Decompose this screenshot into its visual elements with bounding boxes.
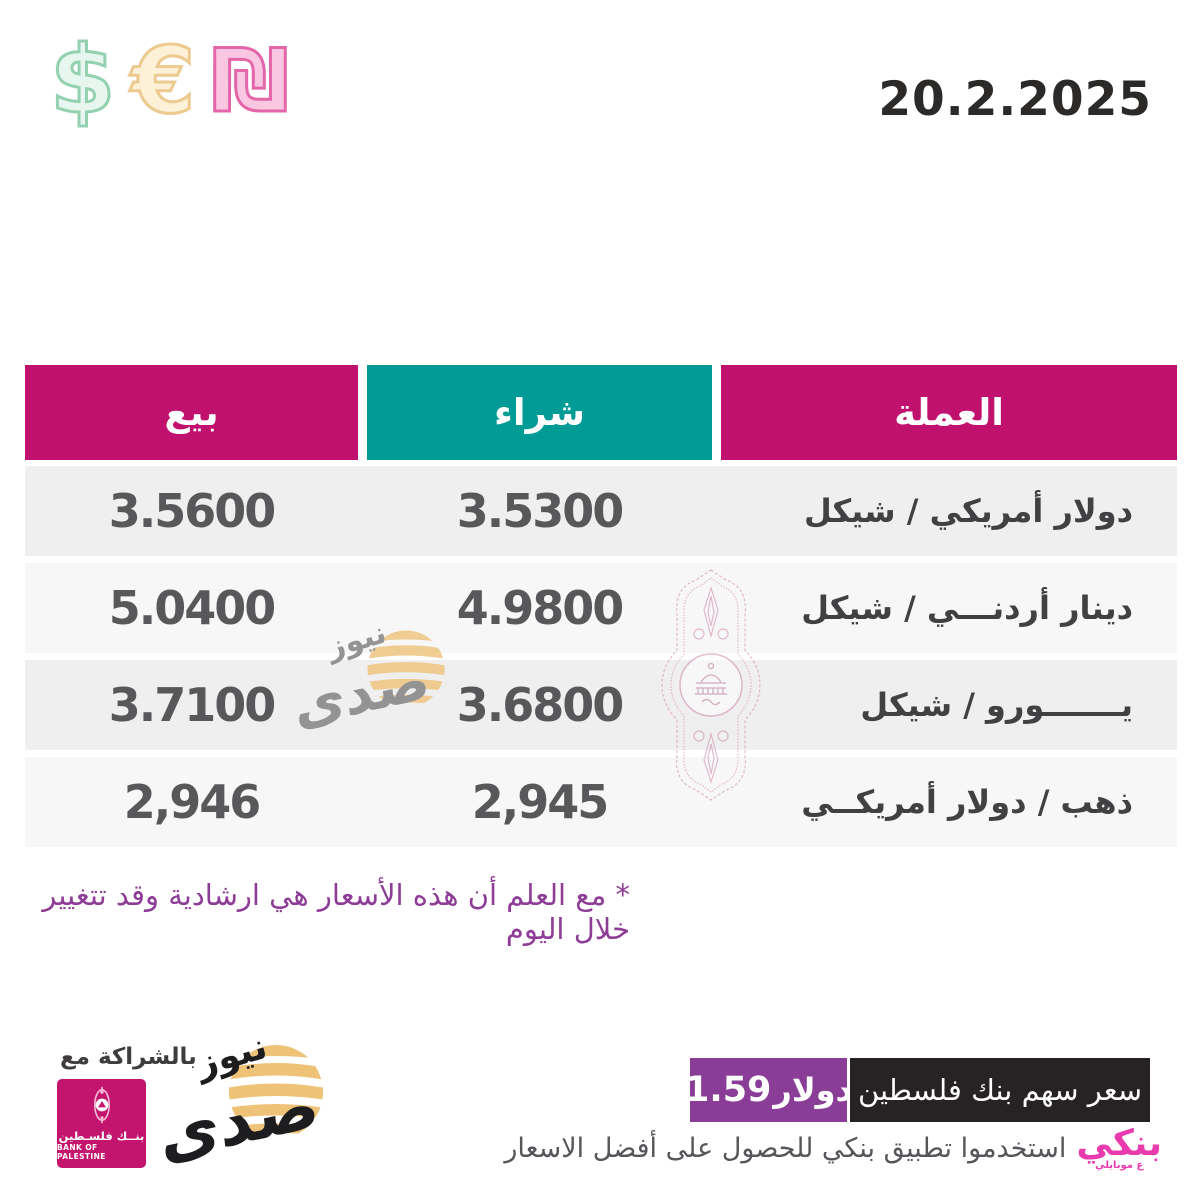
bank-name-english: BANK OF PALESTINE	[57, 1143, 106, 1161]
share-price-value: 1.59	[685, 1070, 772, 1110]
header-currency: العملة	[721, 365, 1177, 460]
sell-value: 2,946	[123, 775, 262, 829]
table-row: 2,946 2,945 ذهب / دولار أمريكــي	[25, 757, 1177, 847]
rates-table: بيع شراء العملة 3.5600 3.5300 دولار أمري…	[25, 365, 1177, 847]
globe-icon	[367, 630, 445, 706]
bank-emblem-icon	[93, 1086, 110, 1124]
currency-symbols: $ € ₪	[48, 26, 291, 135]
bank-name-arabic: بنــك فلسـطين	[58, 1129, 145, 1144]
dollar-icon: $	[48, 26, 116, 135]
partnership-label: بالشراكة مع	[60, 1044, 197, 1070]
euro-icon: €	[130, 27, 197, 134]
banki-logo: بنكي ع موبايلي	[1076, 1123, 1162, 1172]
globe-icon	[229, 1045, 323, 1136]
currency-name: يـــــــورو / شيكل	[860, 686, 1133, 724]
shekel-icon: ₪	[210, 31, 291, 131]
disclaimer-note: * مع العلم أن هذه الأسعار هي ارشادية وقد…	[42, 878, 630, 946]
sada-news-logo: نيوز صدى	[155, 1026, 326, 1200]
share-price-unit: دولار	[773, 1071, 852, 1109]
sada-news-watermark: نيوز صدى	[291, 615, 453, 744]
buy-value: 3.5300	[456, 484, 625, 538]
table-row: 3.5600 3.5300 دولار أمريكي / شيكل	[25, 466, 1177, 556]
banki-app-line: استخدموا تطبيق بنكي للحصول على أفضل الاس…	[504, 1123, 1162, 1172]
banki-logo-subtext: ع موبايلي	[1095, 1160, 1144, 1171]
banknote-ornament-watermark	[661, 569, 761, 801]
sell-value: 3.5600	[108, 484, 277, 538]
table-row: 5.0400 4.9800 دينار أردنـــي / شيكل	[25, 563, 1177, 653]
currency-name: ذهب / دولار أمريكــي	[801, 783, 1133, 821]
table-row: 3.7100 3.6800 يـــــــورو / شيكل	[25, 660, 1177, 750]
date: 20.2.2025	[878, 72, 1152, 127]
header-sell: بيع	[25, 365, 358, 460]
buy-value: 3.6800	[456, 678, 625, 732]
bank-of-palestine-logo: بنــك فلسـطين BANK OF PALESTINE	[57, 1079, 146, 1168]
buy-value: 4.9800	[456, 581, 625, 635]
sell-value: 5.0400	[108, 581, 277, 635]
buy-value: 2,945	[471, 775, 610, 829]
banki-app-text: استخدموا تطبيق بنكي للحصول على أفضل الاس…	[504, 1133, 1067, 1164]
banki-logo-name: بنكي	[1076, 1123, 1162, 1164]
currency-name: دينار أردنـــي / شيكل	[801, 589, 1133, 627]
logo-sada-word: صدى	[155, 1065, 323, 1176]
sell-value: 3.7100	[108, 678, 277, 732]
header-buy: شراء	[367, 365, 712, 460]
currency-name: دولار أمريكي / شيكل	[803, 492, 1133, 530]
share-price-value-box: 1.59 دولار	[685, 1058, 852, 1122]
share-price-label-box: سعر سهم بنك فلسطين	[850, 1058, 1150, 1122]
